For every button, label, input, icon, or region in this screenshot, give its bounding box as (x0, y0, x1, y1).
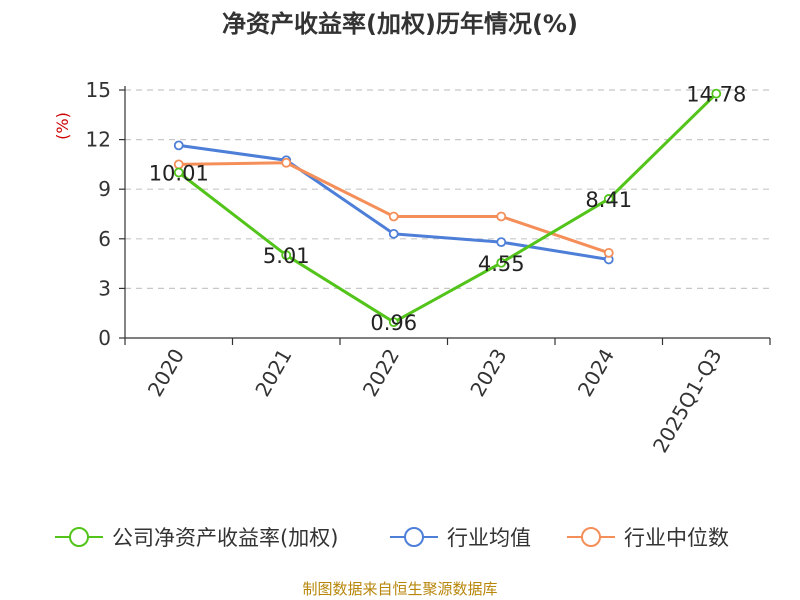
data-point (281, 250, 292, 261)
legend-label: 公司净资产收益率(加权) (112, 526, 338, 550)
data-point (603, 194, 614, 204)
x-tick-label: 2020 (143, 345, 189, 401)
legend-marker (69, 527, 89, 547)
legend-label: 行业均值 (447, 526, 531, 550)
data-point (711, 88, 722, 99)
data-label: 0.96 (370, 311, 417, 335)
data-point (173, 140, 184, 151)
x-tick-label: 2025Q1-Q3 (648, 345, 727, 457)
data-point (496, 257, 507, 268)
legend: 公司净资产收益率(加权) 行业均值 行业中位数 (55, 526, 729, 550)
x-tick-label: 2023 (465, 345, 511, 401)
data-label: 10.01 (149, 162, 209, 186)
legend-marker (581, 527, 601, 547)
y-axis-label: (%) (53, 112, 72, 140)
data-point (388, 317, 399, 328)
data-point (496, 237, 507, 248)
data-point (281, 157, 292, 168)
legend-label: 行业中位数 (624, 526, 729, 550)
chart-title: 净资产收益率(加权)历年情况(%) (222, 10, 578, 38)
y-tick-label: 12 (86, 128, 111, 152)
y-tick-label: 3 (98, 276, 111, 300)
series-line (177, 92, 718, 324)
data-label: 8.41 (585, 188, 632, 212)
y-tick-label: 0 (98, 326, 111, 350)
data-label: 4.55 (478, 252, 525, 276)
data-point (496, 211, 507, 222)
data-point (603, 247, 614, 258)
legend-marker (404, 527, 424, 547)
data-label: 5.01 (263, 244, 310, 268)
data-point (173, 167, 184, 178)
x-tick-label: 2024 (573, 345, 619, 401)
data-point (388, 211, 399, 222)
x-tick-label: 2021 (250, 345, 296, 401)
grid-lines (125, 89, 770, 289)
source-note: 制图数据来自恒生聚源数据库 (302, 580, 497, 598)
y-tick-label: 9 (98, 177, 111, 201)
data-label: 14.78 (686, 83, 746, 107)
data-labels: 10.01 5.01 0.96 4.55 8.41 14.78 (149, 83, 747, 335)
x-tick-label: 2022 (358, 345, 404, 401)
y-tick-label: 15 (86, 78, 111, 102)
series-lines (173, 88, 722, 328)
axes: 0 3 6 9 12 15 2020 2021 2022 2023 2024 2025Q1-Q3 (86, 78, 771, 457)
data-point (388, 228, 399, 239)
y-tick-label: 6 (98, 227, 111, 251)
